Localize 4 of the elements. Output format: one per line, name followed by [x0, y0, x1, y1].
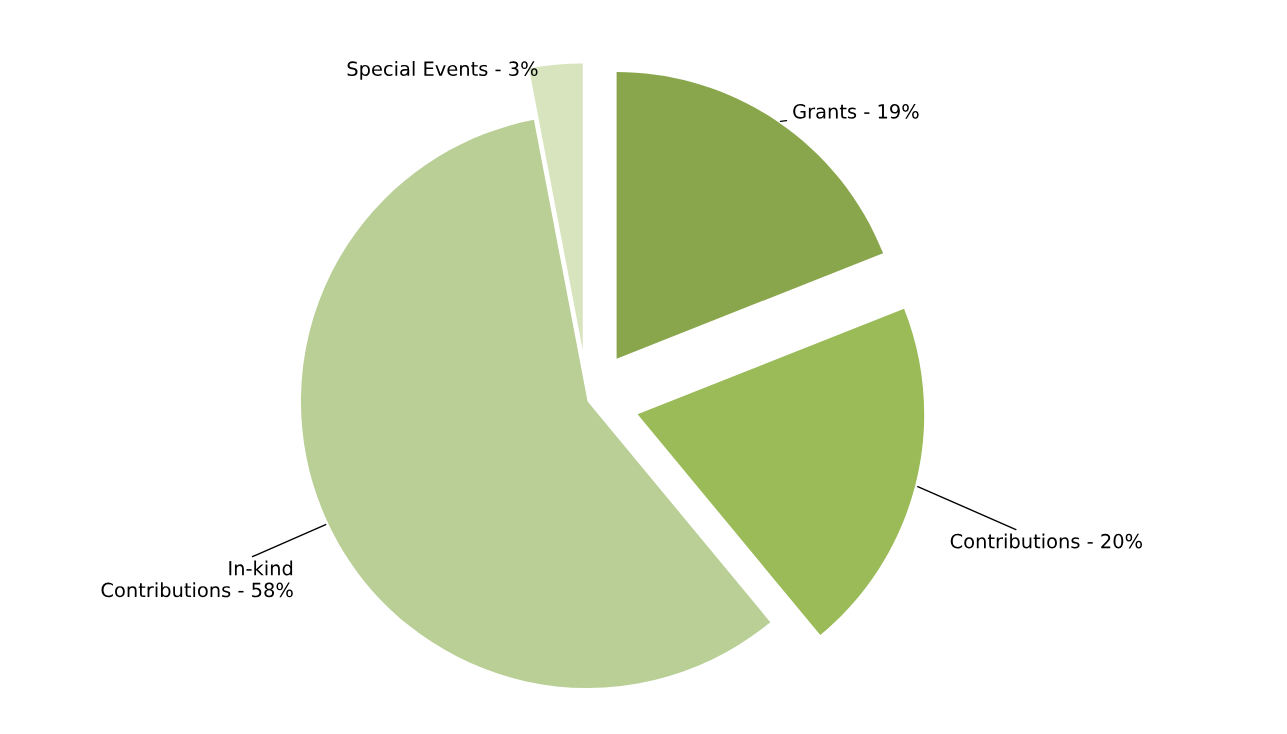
slice-label: In-kind Contributions - 58%: [101, 560, 293, 598]
slice-label: Grants - 19%: [793, 103, 919, 119]
slice-label: Contributions - 20%: [950, 533, 1142, 549]
slice-label: Special Events - 3%: [347, 60, 538, 80]
